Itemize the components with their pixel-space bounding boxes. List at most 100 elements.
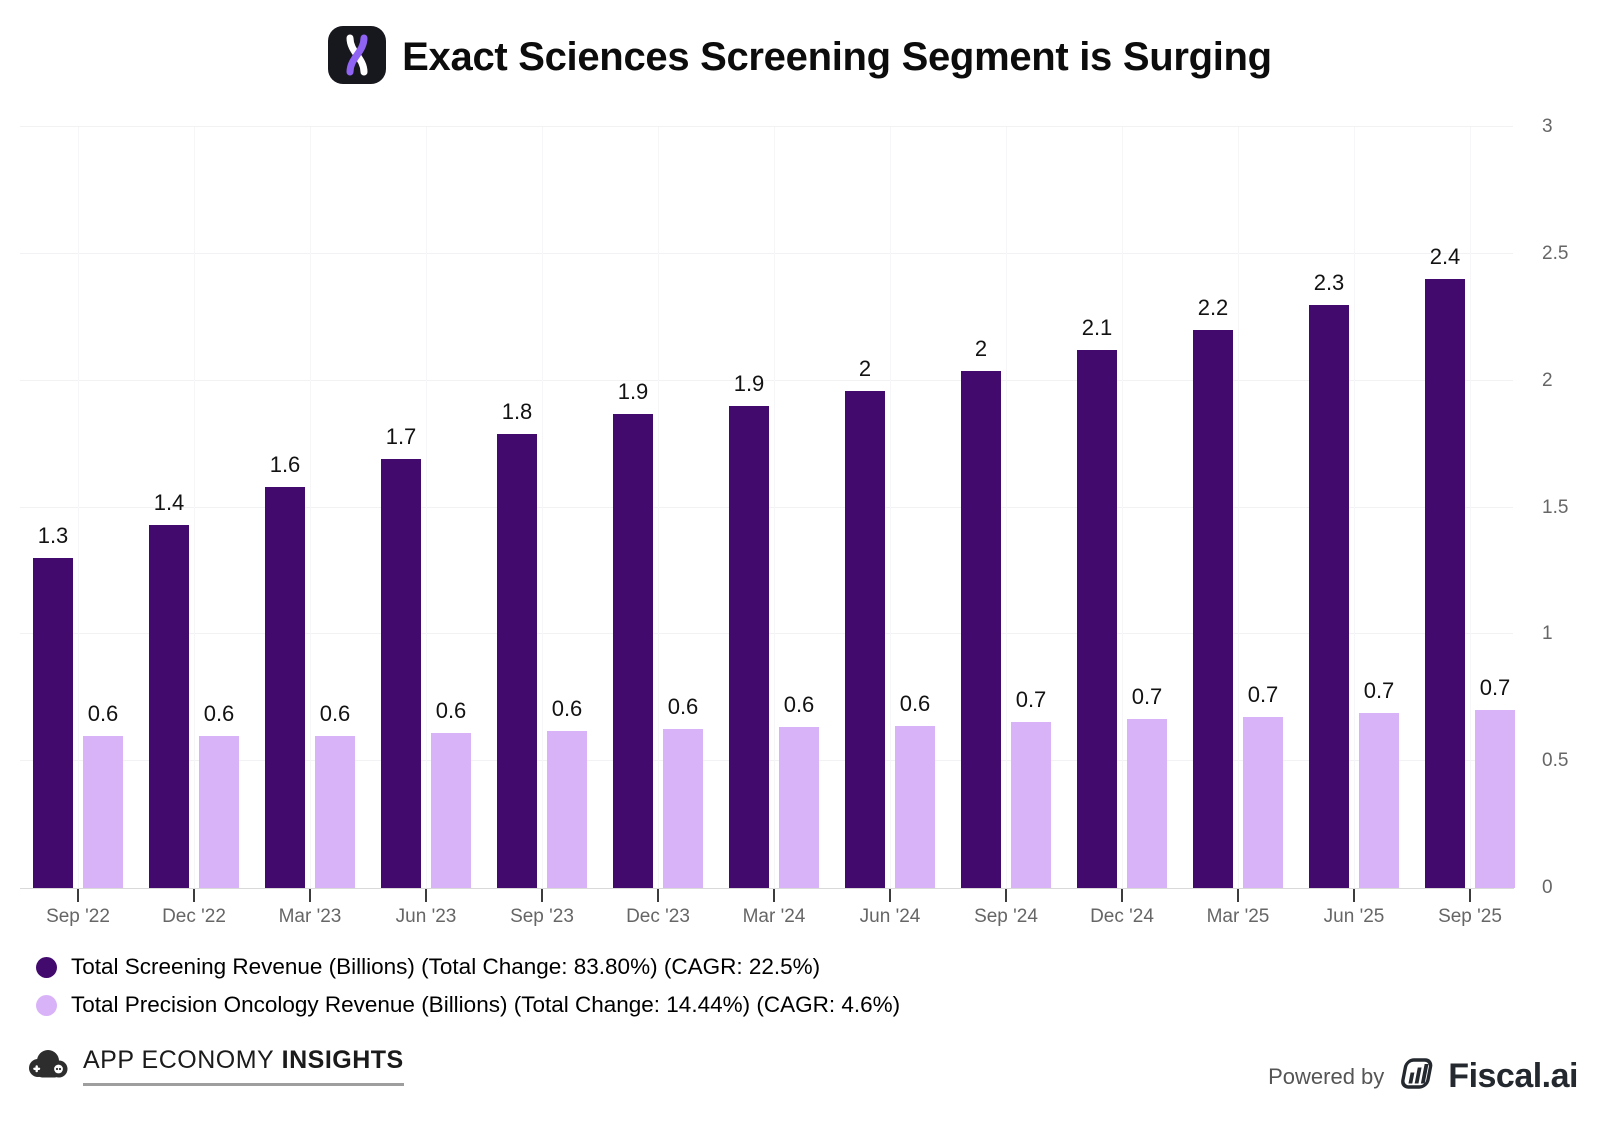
bar-screening[interactable] <box>265 487 305 888</box>
x-axis-label: Jun '25 <box>1323 906 1385 927</box>
bar-value-label: 1.9 <box>617 378 649 404</box>
bar-value-label: 2 <box>858 355 872 381</box>
brand-text-bold: INSIGHTS <box>281 1046 404 1074</box>
fiscal-brand[interactable]: Powered by Fiscal.ai <box>1268 1054 1578 1099</box>
bar-value-label: 1.9 <box>733 371 765 397</box>
bar-screening[interactable] <box>961 370 1001 888</box>
legend: Total Screening Revenue (Billions) (Tota… <box>36 948 900 1024</box>
bar-oncology[interactable] <box>895 725 935 888</box>
gridline-h <box>20 126 1513 127</box>
legend-label: Total Screening Revenue (Billions) (Tota… <box>71 954 821 979</box>
legend-label: Total Precision Oncology Revenue (Billio… <box>71 992 901 1017</box>
legend-item-oncology[interactable]: Total Precision Oncology Revenue (Billio… <box>36 986 900 1024</box>
page-title: Exact Sciences Screening Segment is Surg… <box>402 35 1272 79</box>
fiscal-logo-icon <box>1398 1054 1438 1099</box>
axis-baseline <box>20 888 1514 889</box>
x-axis-tick <box>425 889 427 902</box>
x-axis-label: Sep '22 <box>46 906 110 927</box>
bar-screening[interactable] <box>1425 279 1465 888</box>
bar-oncology[interactable] <box>1011 721 1051 888</box>
app-economy-brand[interactable]: APP ECONOMY INSIGHTS <box>25 1046 404 1086</box>
gridline-v <box>78 127 79 888</box>
x-axis-label: Sep '24 <box>974 906 1038 927</box>
y-axis-label: 2.5 <box>1542 242 1569 264</box>
x-axis-label: Jun '24 <box>859 906 921 927</box>
x-axis-tick <box>1005 889 1007 902</box>
gridline-v <box>310 127 311 888</box>
gridline-v <box>426 127 427 888</box>
bar-oncology[interactable] <box>83 735 123 888</box>
bar-value-label: 0.6 <box>203 700 235 726</box>
x-axis-tick <box>773 889 775 902</box>
y-axis-label: 0 <box>1542 877 1553 898</box>
bar-screening[interactable] <box>381 459 421 888</box>
bar-oncology[interactable] <box>199 735 239 888</box>
bar-screening[interactable] <box>845 390 885 888</box>
bar-screening[interactable] <box>149 525 189 888</box>
bar-oncology[interactable] <box>547 730 587 888</box>
bar-value-label: 0.6 <box>783 691 815 717</box>
x-axis-tick <box>541 889 543 902</box>
gridline-h <box>20 379 1513 381</box>
bar-value-label: 1.3 <box>37 523 69 549</box>
bar-value-label: 0.7 <box>1131 684 1163 710</box>
gridline-v <box>1354 127 1355 888</box>
x-axis-tick <box>309 889 311 902</box>
bar-value-label: 2.2 <box>1197 294 1229 320</box>
fiscal-brand-label: Fiscal.ai <box>1448 1057 1578 1095</box>
bar-oncology[interactable] <box>1127 719 1167 888</box>
bar-value-label: 0.7 <box>1363 677 1395 703</box>
x-axis-tick <box>1353 889 1355 902</box>
x-axis-label: Jun '23 <box>395 906 457 927</box>
bar-value-label: 1.8 <box>501 398 533 424</box>
gridline-v <box>1006 127 1007 888</box>
bar-oncology[interactable] <box>431 733 471 888</box>
bar-screening[interactable] <box>1193 329 1233 888</box>
y-axis-label: 1.5 <box>1542 496 1569 518</box>
bar-value-label: 1.7 <box>385 424 417 450</box>
bar-value-label: 0.6 <box>667 694 699 720</box>
gridline-v <box>658 127 659 888</box>
bar-value-label: 1.6 <box>269 452 301 478</box>
bar-value-label: 2.3 <box>1313 269 1345 295</box>
bar-value-label: 0.7 <box>1479 675 1511 701</box>
bar-oncology[interactable] <box>663 729 703 888</box>
bar-screening[interactable] <box>1077 350 1117 888</box>
x-axis-tick <box>889 889 891 902</box>
bar-screening[interactable] <box>1309 304 1349 888</box>
gridline-v <box>1238 127 1239 888</box>
bar-screening[interactable] <box>33 558 73 888</box>
y-axis-label: 2 <box>1542 369 1553 391</box>
x-axis-tick <box>1237 889 1239 902</box>
powered-by-label: Powered by <box>1268 1063 1385 1089</box>
x-axis-tick <box>193 889 195 902</box>
bar-screening[interactable] <box>497 433 537 888</box>
x-axis-label: Mar '23 <box>278 906 342 927</box>
bar-value-label: 2 <box>974 335 988 361</box>
x-axis-label: Dec '22 <box>162 906 226 927</box>
bar-value-label: 1.4 <box>153 490 185 516</box>
bar-oncology[interactable] <box>1359 712 1399 888</box>
bar-value-label: 0.6 <box>435 698 467 724</box>
bar-oncology[interactable] <box>1475 710 1515 888</box>
bar-screening[interactable] <box>613 413 653 888</box>
gridline-v <box>1122 127 1123 888</box>
bar-oncology[interactable] <box>779 726 819 888</box>
bar-value-label: 0.6 <box>899 690 931 716</box>
x-axis-label: Dec '23 <box>626 906 690 927</box>
legend-marker-icon <box>36 994 57 1016</box>
bar-oncology[interactable] <box>1243 716 1283 888</box>
legend-item-screening[interactable]: Total Screening Revenue (Billions) (Tota… <box>36 948 900 986</box>
legend-marker-icon <box>36 956 57 978</box>
bar-screening[interactable] <box>729 406 769 888</box>
x-axis-tick <box>1469 889 1471 902</box>
bar-value-label: 2.1 <box>1081 315 1113 341</box>
x-axis-tick <box>657 889 659 902</box>
y-axis-label: 0.5 <box>1542 750 1569 772</box>
bar-value-label: 0.7 <box>1247 681 1279 707</box>
x-axis-label: Mar '25 <box>1206 906 1270 927</box>
x-axis-label: Mar '24 <box>742 906 806 927</box>
dna-icon <box>328 26 387 89</box>
bar-oncology[interactable] <box>315 735 355 888</box>
